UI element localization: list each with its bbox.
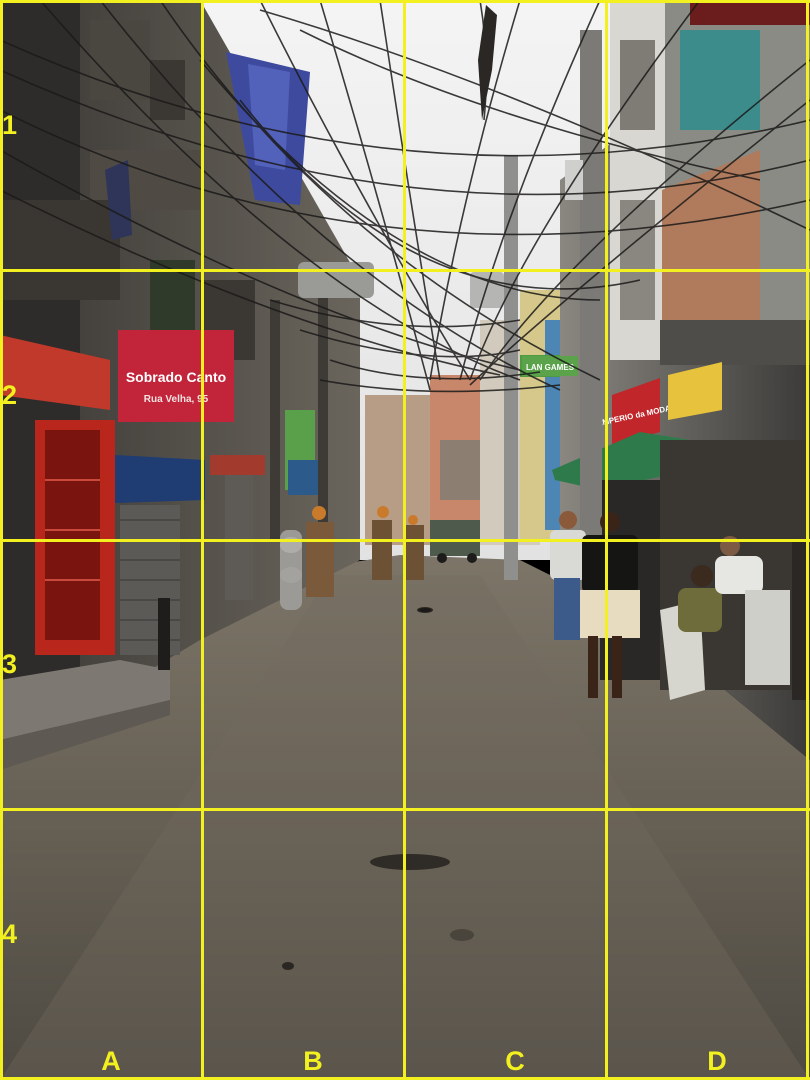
worker [404, 525, 424, 580]
grid-line-horizontal [0, 1077, 810, 1080]
worker [372, 520, 392, 580]
blue-awning [115, 455, 205, 503]
grid-column-label: B [303, 1046, 323, 1076]
concrete-pole-right [580, 30, 602, 600]
worker [306, 522, 334, 597]
workers-group [280, 506, 480, 610]
shop-sign-sobrado [118, 330, 234, 422]
shop-sign-sobrado-line2: Rua Velha, 95 [144, 394, 209, 405]
pedestrian-black-shirt [582, 535, 638, 593]
pothole [370, 854, 450, 870]
grid-row-label: 2 [2, 380, 18, 410]
grid-line-horizontal [0, 539, 810, 542]
yellow-sign [668, 362, 722, 420]
grid-line-horizontal [0, 0, 810, 3]
grid-row-label: 4 [2, 919, 18, 949]
rolling-shutter-right [225, 470, 253, 600]
seated-man-white-shirt [715, 556, 763, 594]
grid-column-label: C [505, 1046, 525, 1076]
shop-sign-imperio [612, 378, 660, 445]
grid-column-label: D [707, 1046, 727, 1076]
tangled-overhead-wires [0, 0, 810, 393]
brick-balcony-wall [662, 150, 760, 340]
grid-row-label: 1 [2, 110, 18, 140]
distant-vehicle [430, 520, 480, 556]
shop-sign-sobrado-line1: Sobrado Canto [126, 369, 226, 385]
seated-person [678, 588, 722, 632]
grid-row-label: 3 [2, 649, 18, 679]
hanging-debris [478, 5, 497, 120]
bollard [158, 598, 170, 670]
grid-line-horizontal [0, 269, 810, 272]
grid-column-label: A [101, 1046, 121, 1076]
pedestrians [550, 511, 810, 700]
red-awning [0, 335, 110, 410]
pedestrian-white-shirt [550, 530, 586, 580]
table [745, 590, 790, 685]
shop-steps [0, 660, 170, 740]
grid-line-horizontal [0, 808, 810, 811]
shop-sign-lan-games-text: LAN GAMES [526, 363, 575, 372]
teal-balcony [680, 30, 760, 130]
